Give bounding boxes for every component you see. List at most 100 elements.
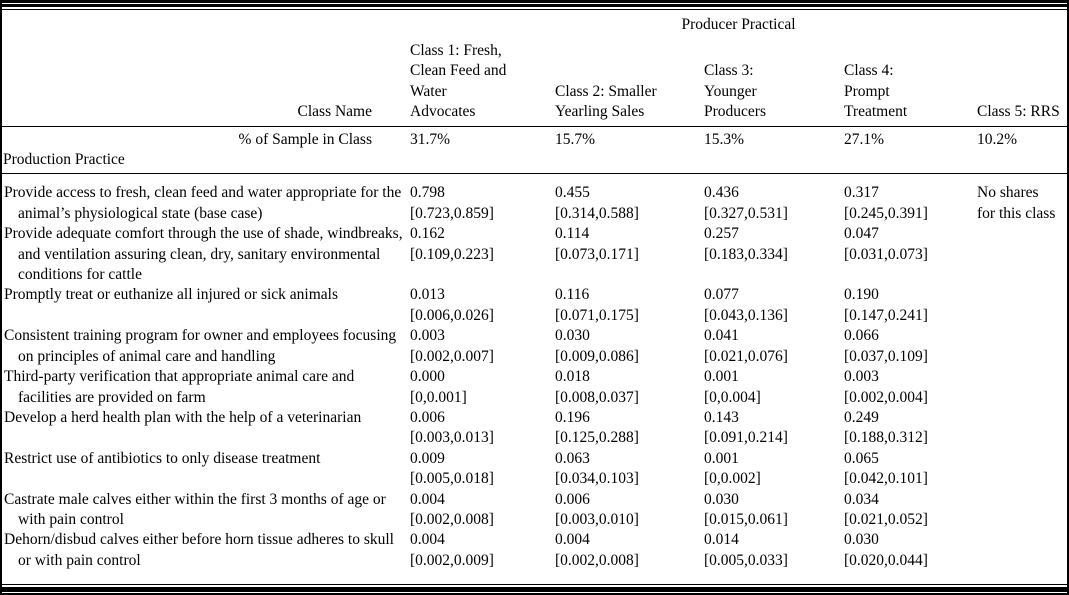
share-value: 0.018 [555,368,590,386]
latent-class-table: Producer Practical Class Name Class 1: F… [2,10,1067,571]
ci-value: [0.003,0.013] [410,429,494,447]
ci-value: [0.020,0.044] [844,551,928,569]
practice-row: Provide access to fresh, clean feed and … [2,174,1067,224]
ci-value: [0.037,0.109] [844,347,928,365]
ci-value: [0.327,0.531] [704,204,788,222]
ci-value: [0.125,0.288] [555,429,639,447]
practice-label: Castrate male calves either within the f… [4,490,386,528]
share-value: 0.798 [410,184,445,202]
ci-value: [0.006,0.026] [410,306,494,324]
practice-row: Develop a herd health plan with the help… [2,408,1067,449]
class-5-sample-pct: 10.2% [977,130,1018,148]
value-cell [977,530,1067,571]
group-header: Producer Practical [681,16,796,33]
value-cell: 0.001 [0,0.002] [704,449,844,490]
value-cell [977,285,1067,326]
ci-value: [0.002,0.008] [410,510,494,528]
value-cell: 0.041 [0.021,0.076] [704,326,844,367]
ci-value: [0,0.002] [704,470,761,488]
practice-label: Provide access to fresh, clean feed and … [4,184,402,222]
value-cell: 0.066 [0.037,0.109] [844,326,977,367]
top-double-rule [2,0,1067,10]
ci-value: [0.183,0.334] [704,245,788,263]
share-value: 0.034 [844,490,879,508]
value-cell [977,490,1067,531]
ci-value: [0.109,0.223] [410,245,494,263]
share-value: No shares [977,184,1039,202]
ci-value: [0.002,0.008] [555,551,639,569]
ci-value: [0.723,0.859] [410,204,494,222]
ci-value: [0.008,0.037] [555,388,639,406]
ci-value: [0.005,0.033] [704,551,788,569]
sample-share-row: % of Sample in Class 31.7% 15.7% 15.3% 2… [2,126,1067,150]
share-value: 0.047 [844,225,879,243]
share-value: 0.003 [844,368,879,386]
share-value: 0.455 [555,184,590,202]
share-value: 0.077 [704,286,739,304]
share-value: 0.004 [555,531,590,549]
value-cell: 0.047 [0.031,0.073] [844,224,977,285]
practice-row: Third-party verification that appropriat… [2,367,1067,408]
ci-value: [0.245,0.391] [844,204,928,222]
share-value: 0.065 [844,449,879,467]
value-cell: 0.018 [0.008,0.037] [555,367,704,408]
ci-value: [0.002,0.009] [410,551,494,569]
value-cell: 0.014 [0.005,0.033] [704,530,844,571]
class-1-sample-pct: 31.7% [410,130,451,148]
section-header-row: Production Practice [2,150,1067,175]
value-cell: 0.030 [0.015,0.061] [704,490,844,531]
value-cell: 0.003 [0.002,0.007] [410,326,555,367]
ci-value: [0.043,0.136] [704,306,788,324]
practice-label: Promptly treat or euthanize all injured … [4,286,339,304]
value-cell: 0.004 [0.002,0.008] [555,530,704,571]
ci-value: [0.071,0.175] [555,306,639,324]
ci-value: for this class [977,204,1056,222]
value-cell: 0.030 [0.020,0.044] [844,530,977,571]
practice-row: Restrict use of antibiotics to only dise… [2,449,1067,490]
share-value: 0.116 [555,286,590,304]
value-cell: 0.006 [0.003,0.013] [410,408,555,449]
ci-value: [0.034,0.103] [555,470,639,488]
share-value: 0.066 [844,327,879,345]
practice-label: Third-party verification that appropriat… [4,368,355,406]
value-cell: 0.065 [0.042,0.101] [844,449,977,490]
class-1-header: Class 1: Fresh, Clean Feed and Water Adv… [410,41,555,127]
practice-label: Restrict use of antibiotics to only dise… [4,449,321,467]
ci-value: [0,0.004] [704,388,761,406]
ci-value: [0.188,0.312] [844,429,928,447]
practice-row: Provide adequate comfort through the use… [2,224,1067,285]
share-value: 0.257 [704,225,739,243]
ci-value: [0.021,0.052] [844,510,928,528]
ci-value: [0.002,0.004] [844,388,928,406]
class-name-header: Class Name [2,41,410,127]
share-value: 0.001 [704,368,739,386]
value-cell: 0.077 [0.043,0.136] [704,285,844,326]
class-3-header: Class 3: Younger Producers [704,41,844,127]
share-value: 0.014 [704,531,739,549]
ci-value: [0.005,0.018] [410,470,494,488]
practice-label: Consistent training program for owner an… [4,327,397,365]
value-cell: 0.114 [0.073,0.171] [555,224,704,285]
share-value: 0.041 [704,327,739,345]
share-value: 0.004 [410,531,445,549]
value-cell: 0.798 [0.723,0.859] [410,174,555,224]
share-value: 0.196 [555,408,590,426]
value-cell: 0.116 [0.071,0.175] [555,285,704,326]
share-value: 0.030 [844,531,879,549]
value-cell: 0.190 [0.147,0.241] [844,285,977,326]
value-cell [977,326,1067,367]
value-cell: 0.143 [0.091,0.214] [704,408,844,449]
share-value: 0.001 [704,449,739,467]
section-label: Production Practice [2,150,1067,175]
share-value: 0.063 [555,449,590,467]
value-cell: 0.030 [0.009,0.086] [555,326,704,367]
class-2-sample-pct: 15.7% [555,130,596,148]
value-cell [977,367,1067,408]
value-cell: No shares for this class [977,174,1067,224]
ci-value: [0.003,0.010] [555,510,639,528]
ci-value: [0.002,0.007] [410,347,494,365]
practice-row: Castrate male calves either within the f… [2,490,1067,531]
value-cell [977,224,1067,285]
share-value: 0.162 [410,225,445,243]
